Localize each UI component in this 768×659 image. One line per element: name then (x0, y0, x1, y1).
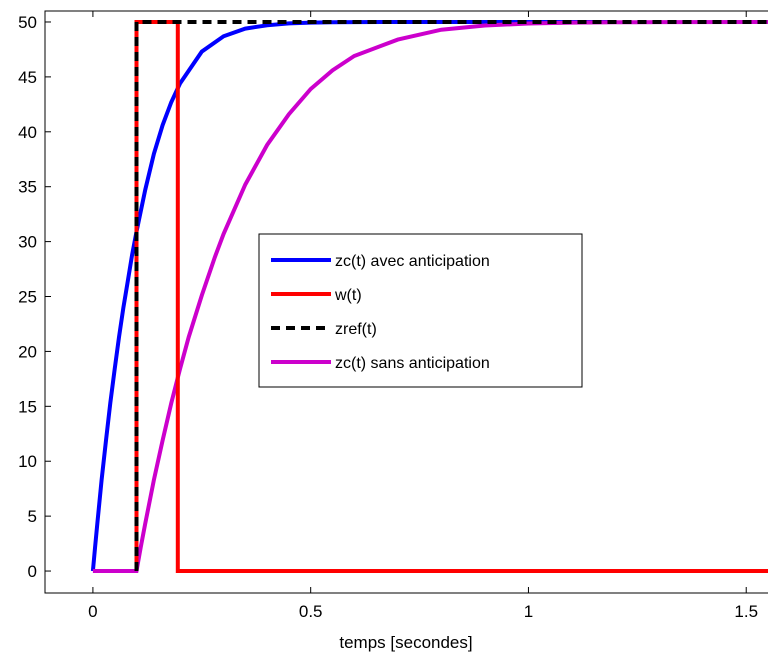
y-tick-label: 20 (18, 342, 37, 361)
y-tick-label: 40 (18, 123, 37, 142)
series-layer (90, 20, 768, 573)
y-axis: 0 5 10 15 20 25 30 35 40 45 50 (18, 13, 51, 581)
legend-items: zc(t) avec anticipation w(t) zref(t) zc(t) … (271, 253, 490, 372)
series-line-zref-t (134, 20, 768, 571)
plot-frame (44, 10, 768, 594)
y-tick-label: 45 (18, 68, 37, 87)
y-tick-label: 5 (28, 507, 37, 526)
y-tick-label: 30 (18, 233, 37, 252)
y-tick-label: 25 (18, 288, 37, 307)
x-tick-label: 1 (524, 602, 533, 621)
x-axis-label: temps [secondes] (339, 633, 472, 652)
x-tick-label: 1.5 (734, 602, 758, 621)
y-tick-label: 35 (18, 178, 37, 197)
legend-label: w(t) (334, 287, 362, 304)
x-tick-label: 0.5 (299, 602, 323, 621)
x-axis: 0 0.5 1 1.5 (88, 11, 758, 621)
legend-label: zref(t) (335, 321, 377, 338)
legend-label: zc(t) avec anticipation (335, 253, 490, 270)
y-tick-label: 50 (18, 13, 37, 32)
y-tick-label: 10 (18, 452, 37, 471)
y-tick-label: 0 (28, 562, 37, 581)
y-tick-label: 15 (18, 397, 37, 416)
x-tick-label: 0 (88, 602, 97, 621)
legend: zc(t) avec anticipation w(t) zref(t) zc(t) … (258, 233, 583, 388)
legend-label: zc(t) sans anticipation (335, 355, 490, 372)
